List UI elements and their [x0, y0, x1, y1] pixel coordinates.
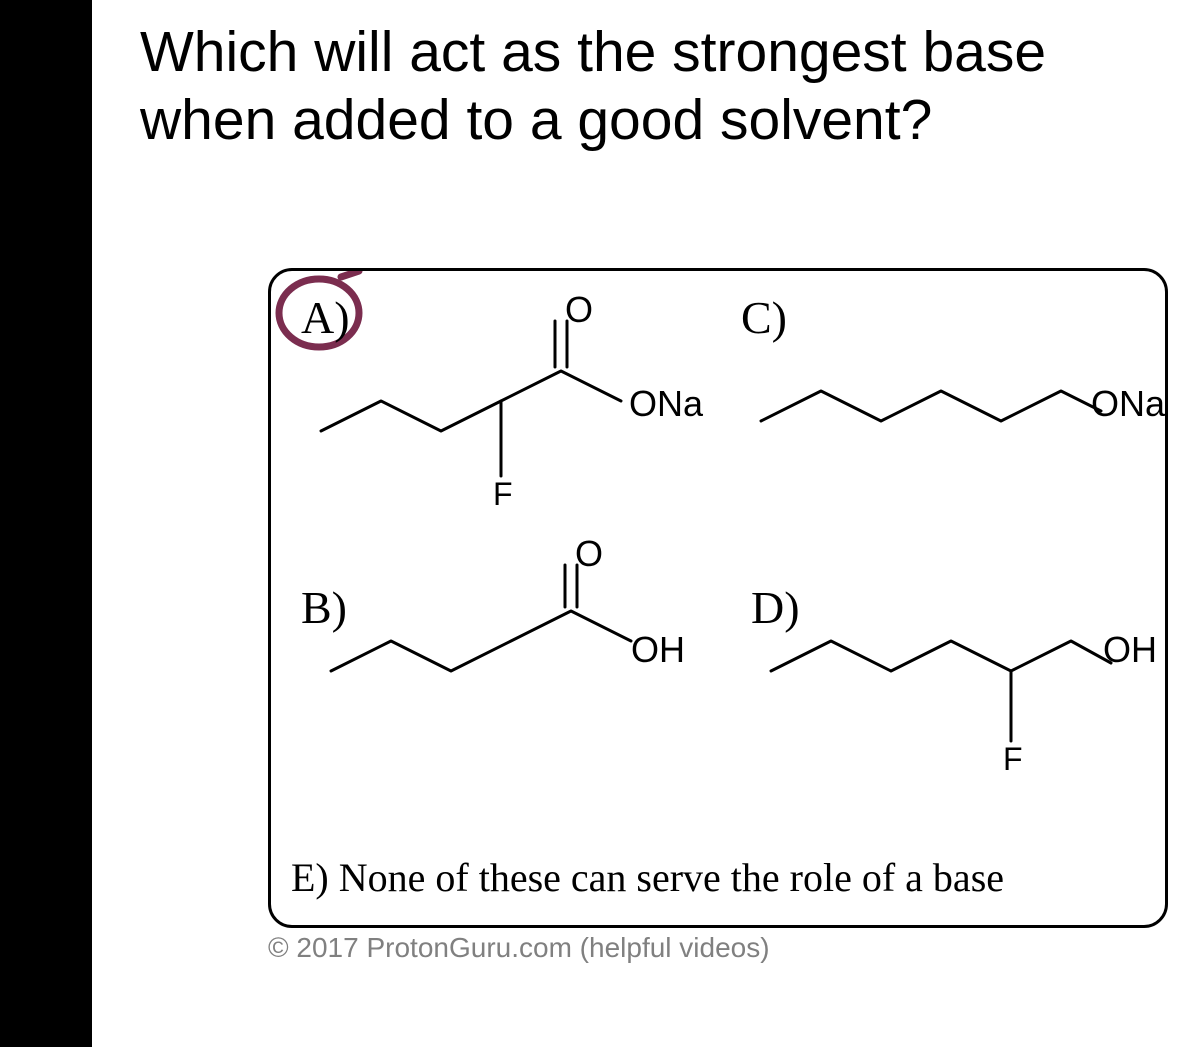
structure-a-substituent: F — [493, 476, 513, 513]
structure-c-terminal: ONa — [1091, 383, 1165, 425]
question-text: Which will act as the strongest base whe… — [140, 18, 1140, 155]
options-box: A) C) O ONa F — [268, 268, 1168, 928]
structure-b-carbonyl-o: O — [575, 533, 603, 575]
structure-a-terminal: ONa — [629, 383, 703, 425]
option-c-label: C) — [741, 291, 787, 344]
structure-d — [761, 591, 1161, 791]
structure-d-terminal: OH — [1103, 629, 1157, 671]
page: Which will act as the strongest base whe… — [0, 0, 1200, 1047]
option-e-text: E) None of these can serve the role of a… — [291, 854, 1151, 901]
structure-b-terminal: OH — [631, 629, 685, 671]
footer-text: © 2017 ProtonGuru.com (helpful videos) — [268, 932, 770, 964]
card: Which will act as the strongest base whe… — [88, 0, 1200, 1047]
structure-d-substituent: F — [1003, 741, 1023, 778]
structure-a-carbonyl-o: O — [565, 289, 593, 331]
